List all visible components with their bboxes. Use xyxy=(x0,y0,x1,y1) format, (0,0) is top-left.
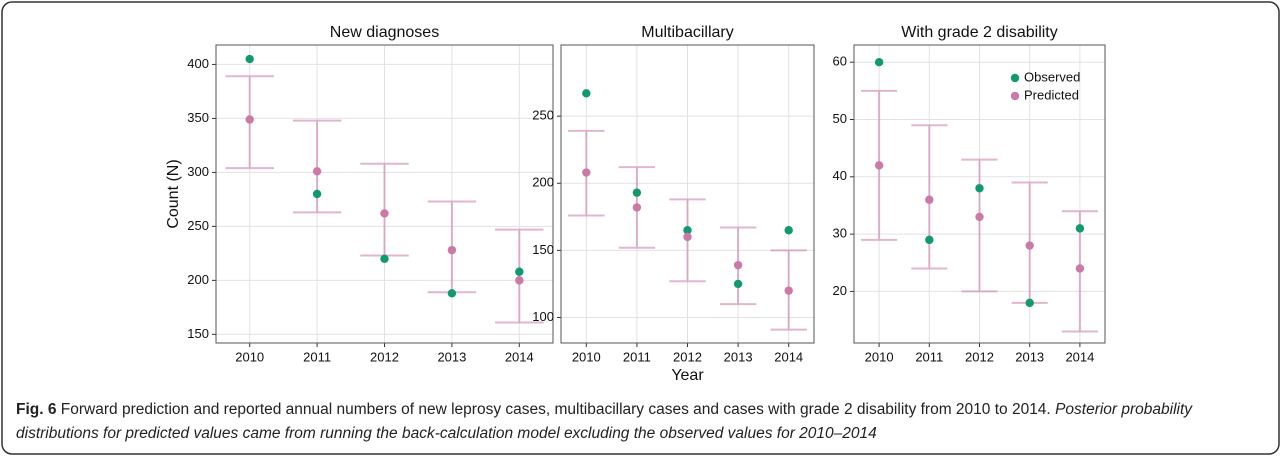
point xyxy=(1025,241,1034,250)
y-tick-label: 150 xyxy=(187,326,209,341)
y-tick-label: 250 xyxy=(532,108,554,123)
point xyxy=(925,195,934,204)
point xyxy=(975,212,984,222)
point xyxy=(245,54,254,64)
point xyxy=(447,245,457,255)
point xyxy=(632,203,642,212)
x-tick-label: 2012 xyxy=(370,349,399,364)
y-tick-label: 100 xyxy=(532,309,554,324)
point xyxy=(245,115,254,124)
caption: Fig. 6 Forward prediction and reported a… xyxy=(16,398,1266,446)
point xyxy=(582,168,591,177)
error-bar xyxy=(961,158,998,293)
y-tick-label: 20 xyxy=(833,283,847,298)
x-tick-label: 2012 xyxy=(965,349,994,364)
point xyxy=(312,167,322,176)
point xyxy=(1075,264,1085,273)
y-tick-label: 200 xyxy=(187,272,209,287)
x-tick-label: 2014 xyxy=(505,349,534,364)
point xyxy=(683,232,692,242)
x-tick-label: 2013 xyxy=(724,349,753,364)
caption-text: Forward prediction and reported annual n… xyxy=(60,401,1051,418)
error-bar xyxy=(495,228,544,324)
point xyxy=(515,267,524,276)
x-tick-label: 2011 xyxy=(303,349,331,364)
x-axis-label: Year xyxy=(671,367,704,384)
panel-border xyxy=(560,44,815,344)
x-tick-label: 2010 xyxy=(572,349,601,364)
y-tick-label: 250 xyxy=(187,218,209,233)
y-tick-label: 50 xyxy=(833,111,847,126)
point xyxy=(874,57,884,67)
panel-title: New diagnoses xyxy=(330,24,439,41)
legend-swatch xyxy=(1010,73,1020,83)
point xyxy=(784,226,793,235)
y-tick-label: 350 xyxy=(187,110,209,125)
legend-label: Observed xyxy=(1024,69,1080,84)
legend-swatch xyxy=(1010,91,1020,101)
point xyxy=(683,226,692,235)
x-tick-label: 2013 xyxy=(1015,349,1044,364)
point xyxy=(784,286,793,295)
x-tick-label: 2013 xyxy=(437,349,466,364)
point xyxy=(733,260,743,270)
x-tick-label: 2011 xyxy=(915,349,943,364)
panel-border xyxy=(853,44,1106,344)
panel-title: With grade 2 disability xyxy=(901,24,1058,41)
point xyxy=(874,161,884,170)
point xyxy=(515,276,524,285)
point xyxy=(1025,298,1034,308)
point xyxy=(582,89,591,98)
y-tick-label: 60 xyxy=(833,54,847,69)
y-tick-label: 40 xyxy=(833,168,847,183)
point xyxy=(1075,224,1085,233)
point xyxy=(312,189,322,199)
panel-border xyxy=(215,44,554,344)
caption-note: Posterior probability distributions for … xyxy=(16,401,1193,442)
point xyxy=(380,209,389,218)
panel-title: Multibacillary xyxy=(641,24,733,41)
point xyxy=(975,184,984,193)
y-tick-label: 200 xyxy=(532,175,554,190)
point xyxy=(632,188,642,197)
y-tick-label: 150 xyxy=(532,242,554,257)
y-axis-label: Count (N) xyxy=(165,159,182,228)
x-tick-label: 2012 xyxy=(673,349,702,364)
point xyxy=(925,235,934,245)
point xyxy=(447,289,457,298)
legend-label: Predicted xyxy=(1024,87,1079,102)
x-tick-label: 2010 xyxy=(235,349,264,364)
x-tick-label: 2014 xyxy=(1065,349,1094,364)
x-tick-label: 2011 xyxy=(623,349,651,364)
point xyxy=(733,279,743,289)
y-tick-label: 300 xyxy=(187,164,209,179)
caption-label: Fig. 6 xyxy=(16,401,57,418)
point xyxy=(380,254,389,263)
y-tick-label: 30 xyxy=(833,226,847,241)
y-tick-label: 400 xyxy=(187,56,209,71)
x-tick-label: 2010 xyxy=(865,349,894,364)
x-tick-label: 2014 xyxy=(774,349,803,364)
